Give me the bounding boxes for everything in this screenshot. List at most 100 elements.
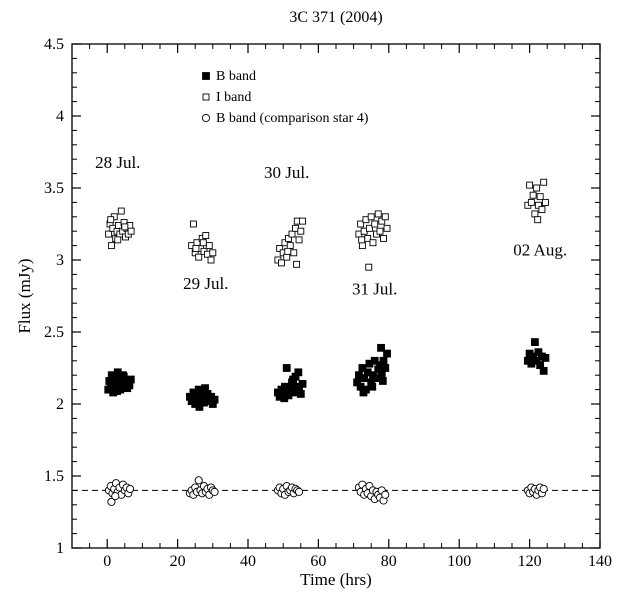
data-point: [531, 210, 539, 218]
chart-title: 3C 371 (2004): [289, 9, 382, 26]
x-tick-label: 40: [240, 553, 256, 570]
y-tick-label: 2.5: [44, 324, 64, 341]
data-point: [192, 391, 201, 400]
data-point: [359, 388, 368, 397]
series-3-points: [104, 476, 548, 506]
legend-label: I band: [216, 90, 251, 105]
legend-label: B band (comparison star 4): [216, 111, 369, 126]
series-2-points: [105, 178, 549, 271]
y-tick-label: 1.5: [44, 468, 64, 485]
date-annotation: 30 Jul.: [264, 163, 309, 182]
data-point: [367, 213, 375, 221]
data-point: [192, 245, 200, 252]
data-point: [541, 354, 550, 362]
y-tick-label: 3.5: [44, 180, 64, 197]
data-point: [205, 242, 213, 250]
legend-marker: [201, 113, 211, 123]
data-point: [114, 236, 122, 244]
data-point: [358, 236, 366, 244]
data-point: [377, 343, 385, 352]
x-tick-label: 100: [447, 553, 471, 570]
data-point: [539, 366, 548, 375]
data-point: [376, 227, 384, 235]
data-point: [365, 263, 373, 271]
y-tick-label: 4.5: [44, 36, 64, 53]
x-tick-label: 0: [103, 553, 111, 570]
data-point: [107, 216, 115, 224]
data-point: [207, 256, 215, 264]
data-point: [126, 375, 135, 384]
data-point: [107, 497, 116, 506]
data-point: [201, 384, 209, 393]
data-point: [526, 181, 534, 189]
data-point: [527, 198, 535, 206]
data-point: [381, 213, 389, 221]
data-point: [210, 395, 219, 404]
y-tick-label: 4: [56, 108, 64, 125]
y-tick-label: 2: [56, 396, 64, 413]
data-point: [276, 245, 284, 252]
data-point: [195, 253, 203, 261]
data-point: [365, 224, 373, 232]
data-point: [529, 191, 537, 199]
y-axis: 1 1.5 2 2.5 3 3.5 4 4.5: [44, 36, 600, 557]
data-point: [202, 232, 210, 239]
data-point: [540, 178, 548, 186]
y-tick-label: 1: [56, 540, 64, 557]
data-point: [378, 217, 386, 225]
legend-marker: [202, 93, 210, 101]
data-point: [283, 253, 291, 261]
data-point: [107, 242, 115, 250]
data-point: [539, 484, 548, 494]
data-point: [117, 207, 125, 215]
data-point: [380, 234, 387, 242]
data-point: [121, 223, 129, 231]
x-tick-label: 60: [310, 553, 326, 570]
data-point: [113, 387, 121, 395]
data-point: [290, 249, 298, 257]
legend: B band I band B band (comparison star 4): [201, 69, 369, 126]
data-point: [289, 375, 297, 384]
data-points: [104, 178, 550, 506]
date-annotation: 29 Jul.: [183, 274, 228, 293]
data-point: [534, 201, 542, 209]
data-point: [286, 242, 294, 250]
data-point: [378, 377, 387, 385]
data-point: [107, 379, 116, 388]
data-point: [369, 239, 377, 247]
data-point: [122, 379, 131, 388]
data-point: [189, 220, 197, 228]
data-point: [288, 230, 296, 238]
data-point: [358, 364, 367, 372]
x-tick-label: 120: [518, 553, 542, 570]
data-point: [533, 184, 541, 192]
data-point: [536, 193, 544, 201]
data-point: [293, 260, 301, 268]
data-point: [298, 379, 307, 388]
data-point: [534, 216, 542, 224]
data-point: [194, 476, 203, 485]
data-point: [381, 490, 390, 499]
data-point: [280, 394, 289, 403]
data-point: [127, 227, 135, 235]
data-point: [294, 368, 303, 377]
legend-label: B band: [216, 69, 256, 84]
data-point: [383, 224, 391, 232]
data-point: [296, 390, 305, 398]
data-point: [105, 230, 113, 238]
series-1-points: [104, 338, 550, 411]
data-point: [115, 221, 122, 229]
data-point: [370, 356, 379, 365]
data-point: [199, 239, 207, 247]
x-tick-label: 140: [588, 553, 612, 570]
y-axis-title: Flux (mJy): [15, 258, 34, 333]
data-point: [541, 198, 549, 206]
data-point: [374, 210, 382, 218]
data-point: [530, 338, 539, 346]
data-point: [295, 236, 303, 244]
data-point: [277, 259, 285, 267]
data-point: [368, 382, 377, 391]
data-point: [538, 206, 546, 214]
data-point: [381, 364, 390, 372]
